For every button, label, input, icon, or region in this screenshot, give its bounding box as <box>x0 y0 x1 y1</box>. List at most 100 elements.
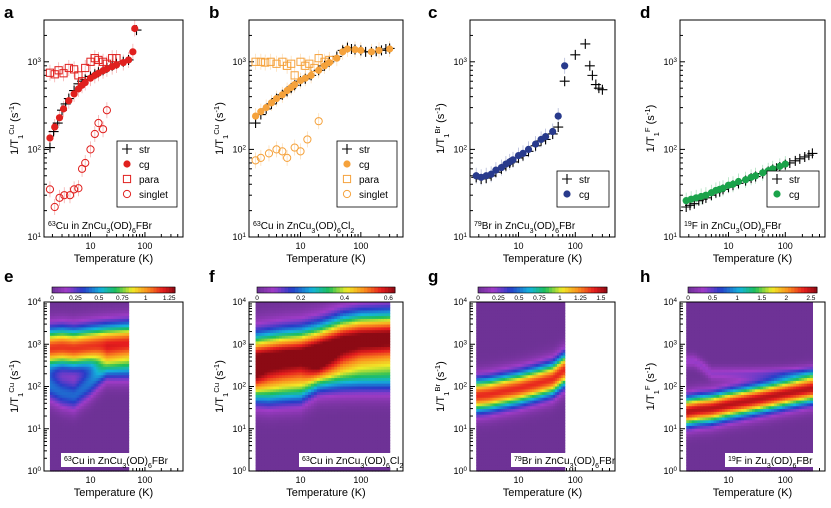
heatmap-cell <box>310 344 315 348</box>
text-span: (s <box>645 115 657 128</box>
heatmap-cell <box>92 465 95 469</box>
heatmap-cell <box>80 406 84 410</box>
heatmap-cell <box>77 425 80 430</box>
heatmap-cell <box>61 448 65 452</box>
y-tick-label: 102 <box>663 144 677 155</box>
text-span: 2 <box>463 144 467 151</box>
heatmap-cell <box>120 330 123 334</box>
heatmap-cell <box>101 352 104 357</box>
heatmap-cell <box>114 445 118 450</box>
heatmap-cell <box>310 307 315 312</box>
heatmap-cell <box>302 307 306 312</box>
heatmap-cell <box>114 409 118 413</box>
heatmap-cell <box>116 316 119 320</box>
heatmap-cell <box>120 403 123 407</box>
heatmap-cell <box>293 403 297 407</box>
heatmap-cell <box>302 369 306 374</box>
heatmap-cell <box>261 409 265 413</box>
data-point-cg <box>702 191 710 199</box>
heatmap-cell <box>72 403 75 407</box>
heatmap-cell <box>108 316 111 320</box>
text-span: 1 <box>221 135 230 139</box>
heatmap-cell <box>61 358 65 362</box>
heatmap-cell <box>305 440 309 444</box>
heatmap-cell <box>70 358 73 362</box>
heatmap-cell <box>89 389 92 393</box>
heatmap-cell <box>109 394 113 399</box>
heatmap-cell <box>70 383 73 388</box>
heatmap-cell <box>111 302 114 306</box>
heatmap-cell <box>296 307 300 312</box>
heatmap-cell <box>90 386 94 390</box>
heatmap-cell <box>118 324 121 328</box>
heatmap-cell <box>281 327 286 331</box>
heatmap-cell <box>275 437 280 441</box>
heatmap-cell <box>63 369 66 374</box>
heatmap-cell <box>90 389 94 393</box>
heatmap-cell <box>299 397 303 402</box>
heatmap-cell <box>65 369 68 374</box>
heatmap-cell <box>92 363 95 368</box>
heatmap-cell <box>261 310 265 314</box>
heatmap-cell <box>72 330 75 334</box>
heatmap-cell <box>58 304 61 309</box>
heatmap-cell <box>90 425 94 430</box>
heatmap-cell <box>77 423 80 427</box>
heatmap-cell <box>53 459 56 464</box>
heatmap-cell <box>273 386 277 390</box>
x-tick-label: 100 <box>568 241 583 251</box>
heatmap-cell <box>80 394 84 399</box>
heatmap-cell <box>287 372 292 376</box>
heatmap-cell <box>56 406 60 410</box>
heatmap-cell <box>293 431 297 435</box>
heatmap-cell <box>109 316 113 320</box>
heatmap-cell <box>89 324 92 328</box>
heatmap-cell <box>313 347 318 351</box>
heatmap-cell <box>123 394 126 399</box>
heatmap-cell <box>270 411 274 416</box>
heatmap-cell <box>118 428 121 433</box>
heatmap-cell <box>70 431 73 435</box>
heatmap-cell <box>96 403 99 407</box>
heatmap-cell <box>126 428 130 433</box>
heatmap-cell <box>65 335 68 340</box>
heatmap-cell <box>302 358 306 362</box>
heatmap-cell <box>101 375 104 379</box>
heatmap-cell <box>126 313 130 317</box>
heatmap-cell <box>261 307 265 312</box>
heatmap-cell <box>89 304 92 309</box>
heatmap-cell <box>125 347 128 351</box>
heatmap-cell <box>258 363 263 368</box>
text-span: 10 <box>453 57 463 67</box>
heatmap-cell <box>109 355 113 359</box>
heatmap-cell <box>94 358 97 362</box>
heatmap-cell <box>267 437 271 441</box>
heatmap-cell <box>80 378 84 382</box>
heatmap-cell <box>278 327 283 331</box>
heatmap-cell <box>264 389 268 393</box>
y-axis-label: 1/T1Cu (s-1) <box>212 102 230 155</box>
heatmap-cell <box>67 386 70 390</box>
y-tick-label: 101 <box>663 232 677 243</box>
heatmap-cell <box>51 338 54 343</box>
heatmap-cell <box>261 344 265 348</box>
heatmap-cell <box>90 366 94 371</box>
heatmap-cell <box>78 338 82 343</box>
heatmap-cell <box>97 448 101 452</box>
heatmap-cell <box>255 459 260 464</box>
heatmap-cell <box>108 338 111 343</box>
data-point-cg <box>531 140 540 148</box>
heatmap-cell <box>85 347 89 351</box>
heatmap-cell <box>102 440 106 444</box>
heatmap-cell <box>120 468 123 472</box>
heatmap-cell <box>108 411 111 416</box>
heatmap-cell <box>55 335 58 340</box>
heatmap-cell <box>258 411 263 416</box>
heatmap-cell <box>316 310 321 314</box>
heatmap-cell <box>126 417 130 421</box>
heatmap-cell <box>65 414 68 419</box>
heatmap-cell <box>125 304 128 309</box>
heatmap-cell <box>261 358 265 362</box>
